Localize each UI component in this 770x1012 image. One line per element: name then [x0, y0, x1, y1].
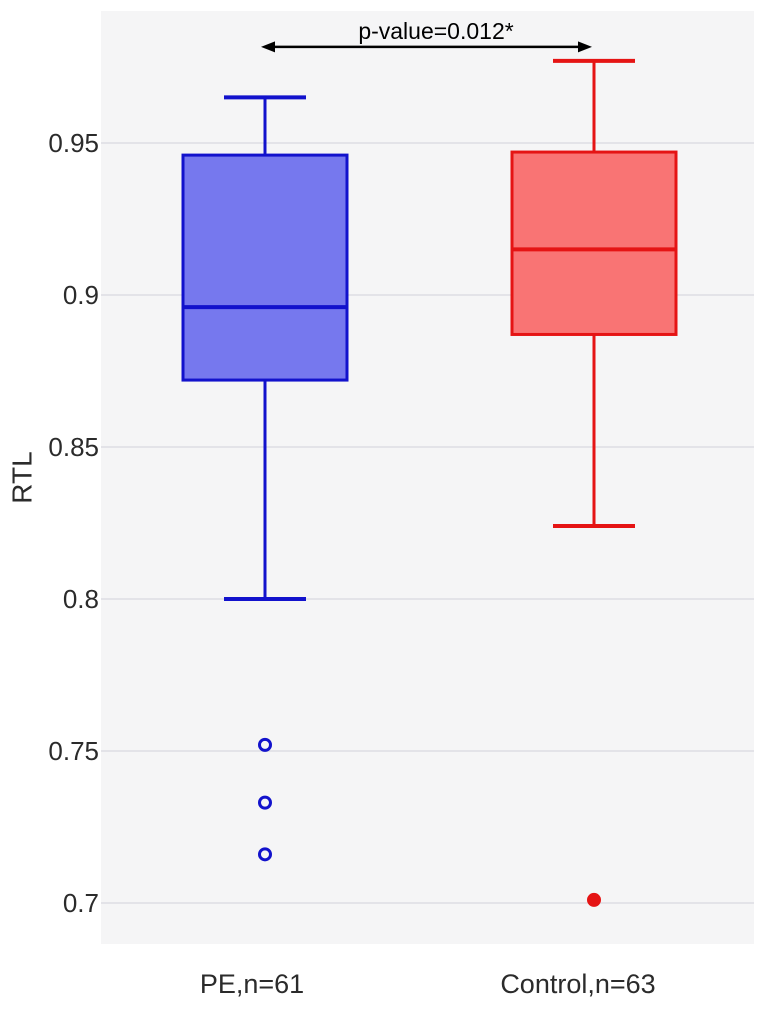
significance-arrowhead-left: [261, 41, 275, 53]
outlier-Control-0: [587, 892, 601, 907]
outlier-PE-1: [258, 795, 272, 810]
y-tick-label-0.85: 0.85: [48, 432, 99, 462]
outlier-PE-2: [258, 847, 272, 862]
box-PE: [181, 153, 349, 382]
y-tick-label-0.8: 0.8: [63, 584, 99, 614]
y-tick-label-0.7: 0.7: [63, 888, 99, 918]
box-Control: [510, 150, 678, 336]
x-tick-label-PE: PE,n=61: [200, 969, 304, 999]
y-tick-label-0.75: 0.75: [48, 736, 99, 766]
y-axis-title: RTL: [7, 451, 38, 503]
significance-label: p-value=0.012*: [358, 18, 513, 44]
y-tick-label-0.9: 0.9: [63, 280, 99, 310]
significance-arrowhead-right: [578, 41, 592, 53]
outlier-PE-0: [258, 737, 272, 752]
y-tick-label-0.95: 0.95: [48, 128, 99, 158]
x-tick-label-Control: Control,n=63: [500, 969, 655, 999]
